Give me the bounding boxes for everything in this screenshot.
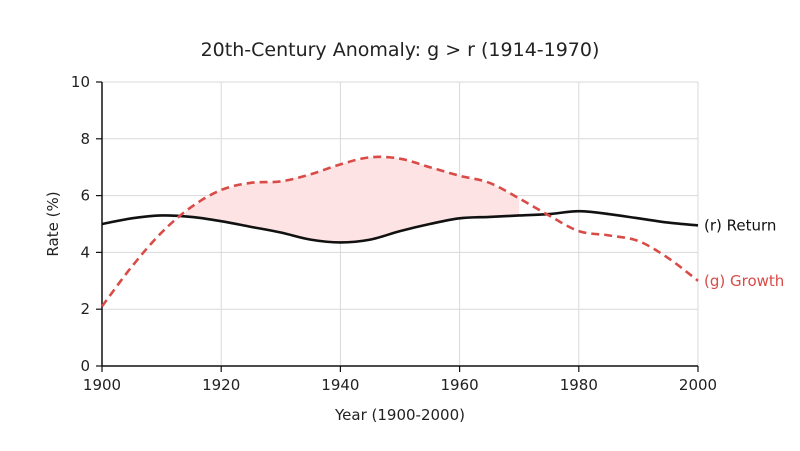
x-tick-label: 2000 [679, 376, 717, 394]
grid [101, 81, 699, 367]
return-series-line [101, 209, 699, 244]
shaded-region-layer [185, 157, 520, 243]
growth-series-label: (g) Growth [704, 272, 784, 290]
x-tick-label: 1920 [202, 376, 240, 394]
y-tick-label: 4 [80, 243, 90, 261]
series-layer [100, 155, 699, 308]
ticks: 0 2 4 6 8 10 1900 1920 1940 1960 1980 2000 [71, 73, 717, 394]
growth-series-line [100, 155, 699, 308]
x-tick-label: 1980 [560, 376, 598, 394]
x-tick-label: 1900 [83, 376, 121, 394]
chart-title: 20th-Century Anomaly: g > r (1914-1970) [201, 39, 600, 61]
shaded-region-g-greater-r [185, 157, 520, 243]
return-series-label: (r) Return [704, 216, 776, 234]
y-tick-label: 8 [80, 130, 90, 148]
series-labels: (r) Return (g) Growth [704, 216, 784, 289]
x-tick-label: 1940 [321, 376, 359, 394]
x-tick-label: 1960 [441, 376, 479, 394]
y-tick-label: 10 [71, 73, 90, 91]
x-axis-label: Year (1900-2000) [334, 406, 465, 424]
y-tick-label: 2 [80, 300, 90, 318]
y-tick-label: 6 [80, 187, 90, 205]
y-tick-label: 0 [80, 357, 90, 375]
y-axis-label: Rate (%) [44, 191, 62, 256]
